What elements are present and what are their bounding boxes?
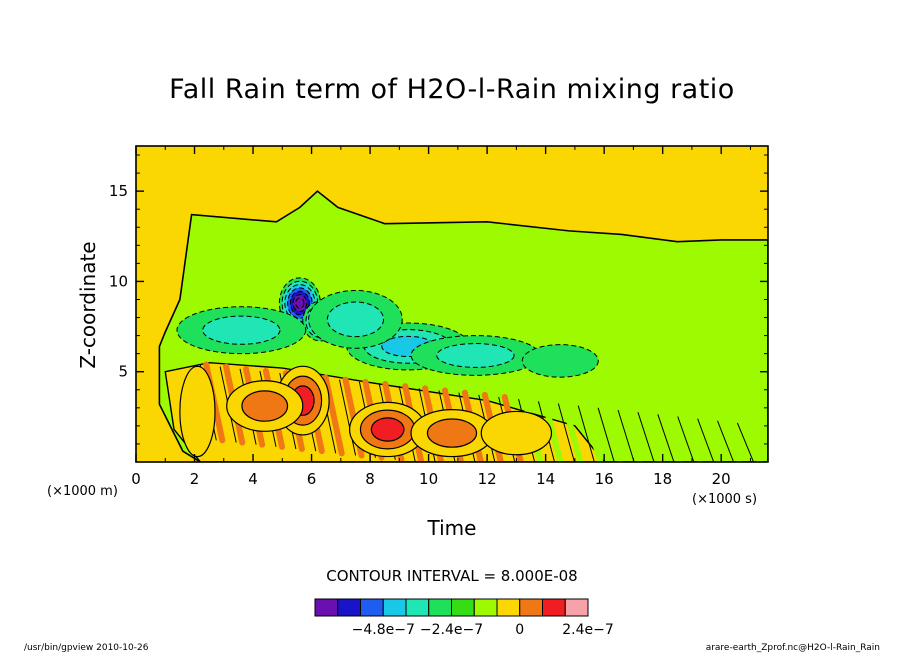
contour-interval-label: CONTOUR INTERVAL = 8.000E-08 <box>326 567 578 585</box>
colorbar-swatch <box>337 598 361 617</box>
fall-streak <box>660 411 683 462</box>
x-axis-unit: (×1000 s) <box>692 492 758 507</box>
fall-streak-contour <box>339 379 357 456</box>
positive-cell <box>241 390 289 422</box>
positive-cell <box>370 417 405 442</box>
negative-cell <box>295 297 305 309</box>
plot-frame <box>135 145 769 463</box>
fall-streak <box>541 398 564 462</box>
colorbar-swatch <box>382 598 407 617</box>
colorbar-tick-label: 0 <box>515 622 524 638</box>
fall-streak <box>740 419 763 462</box>
colorbar-swatch <box>542 598 566 617</box>
fall-streak-contour <box>677 416 695 462</box>
chart-title: Fall Rain term of H2O-l-Rain mixing rati… <box>169 74 735 105</box>
plot-field <box>136 146 768 462</box>
colorbar-swatch <box>428 598 452 617</box>
negative-cell <box>326 301 385 338</box>
fall-streak-contour <box>577 405 595 462</box>
negative-cell <box>436 343 515 368</box>
x-tick-label: 0 <box>131 470 141 488</box>
positive-cell <box>179 365 216 458</box>
x-tick-label: 18 <box>653 470 672 488</box>
negative-cell <box>521 344 599 378</box>
x-tick-label: 4 <box>248 470 258 488</box>
positive-cell <box>426 418 478 448</box>
colorbar-swatch <box>360 598 384 617</box>
x-tick-label: 10 <box>419 470 438 488</box>
footer-right-text: arare-earth_Zprof.nc@H2O-l-Rain_Rain <box>705 643 880 653</box>
y-tick-label: 15 <box>109 182 128 200</box>
negative-cell <box>202 315 281 345</box>
y-axis-unit: (×1000 m) <box>47 484 118 499</box>
x-tick-label: 6 <box>307 470 317 488</box>
x-tick-label: 20 <box>712 470 731 488</box>
fall-streak <box>700 415 723 462</box>
fall-streak-contour <box>597 407 615 462</box>
colorbar-swatch <box>519 598 543 617</box>
x-axis-label: Time <box>427 516 477 540</box>
fall-streak <box>581 402 604 462</box>
y-tick-label: 5 <box>118 363 128 381</box>
colorbar-swatch <box>405 598 430 617</box>
y-tick-label: 10 <box>109 272 128 290</box>
x-tick-label: 8 <box>365 470 375 488</box>
fall-streak-contour <box>736 422 754 462</box>
x-tick-label: 14 <box>536 470 555 488</box>
fall-streak <box>561 400 584 462</box>
colorbar-swatch <box>496 598 521 617</box>
x-tick-label: 16 <box>595 470 614 488</box>
fall-streak <box>601 404 624 462</box>
fall-streak <box>680 413 703 462</box>
x-tick-label: 2 <box>190 470 200 488</box>
fall-streak-contour <box>557 403 575 462</box>
fall-streak-contour <box>697 418 715 462</box>
positive-cell <box>480 410 553 456</box>
fall-streak <box>621 406 644 462</box>
fall-streak-contour <box>637 412 655 462</box>
footer-left-text: /usr/bin/gpview 2010-10-26 <box>24 643 149 653</box>
fall-streak-contour <box>657 414 675 462</box>
fall-streak <box>640 409 664 462</box>
colorbar-tick-label: −2.4e−7 <box>420 622 483 638</box>
x-tick-label: 12 <box>478 470 497 488</box>
colorbar-swatch <box>314 598 339 617</box>
fall-streak <box>720 417 743 462</box>
fall-streak-contour <box>617 409 635 462</box>
colorbar-swatch <box>564 598 589 617</box>
colorbar-swatch <box>473 598 498 617</box>
colorbar-tick-label: −4.8e−7 <box>352 622 415 638</box>
colorbar-swatch <box>451 598 475 617</box>
fall-streak-contour <box>717 420 735 462</box>
colorbar-tick-label: 2.4e−7 <box>562 622 614 638</box>
